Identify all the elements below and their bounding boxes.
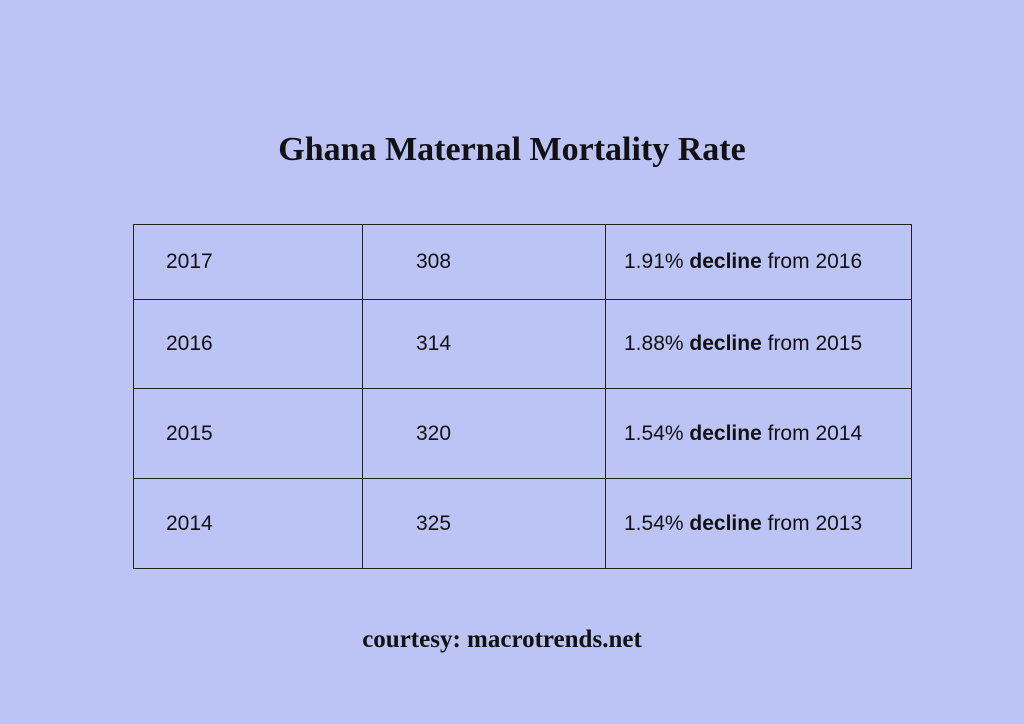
- year-cell: 2014: [133, 478, 363, 569]
- change-percent: 1.54%: [624, 511, 684, 535]
- change-cell: 1.54% decline from 2013: [605, 478, 912, 569]
- change-keyword: decline: [689, 511, 762, 535]
- rate-cell: 308: [362, 224, 606, 300]
- year-cell: 2017: [133, 224, 363, 300]
- mortality-table: 2017 308 1.91% decline from 2016 2016 31…: [133, 224, 912, 569]
- rate-cell: 314: [362, 299, 606, 389]
- table-row: 2017 308 1.91% decline from 2016: [133, 224, 912, 300]
- change-from: from 2015: [767, 332, 863, 355]
- change-cell: 1.54% decline from 2014: [605, 388, 912, 479]
- change-keyword: decline: [689, 421, 762, 445]
- change-percent: 1.88%: [624, 332, 684, 355]
- change-cell: 1.88% decline from 2015: [605, 299, 912, 389]
- change-cell: 1.91% decline from 2016: [605, 224, 912, 300]
- page-title: Ghana Maternal Mortality Rate: [278, 131, 746, 168]
- change-from: from 2013: [767, 511, 863, 535]
- change-percent: 1.54%: [624, 421, 684, 445]
- year-cell: 2016: [133, 299, 363, 389]
- year-cell: 2015: [133, 388, 363, 479]
- rate-cell: 325: [362, 478, 606, 569]
- change-from: from 2014: [767, 421, 863, 445]
- table-row: 2014 325 1.54% decline from 2013: [133, 478, 912, 569]
- table-row: 2016 314 1.88% decline from 2015: [133, 299, 912, 389]
- change-from: from 2016: [767, 250, 863, 273]
- courtesy-note: courtesy: macrotrends.net: [362, 626, 642, 653]
- rate-cell: 320: [362, 388, 606, 479]
- change-percent: 1.91%: [624, 250, 684, 273]
- change-keyword: decline: [689, 250, 762, 273]
- change-keyword: decline: [689, 332, 762, 355]
- table-row: 2015 320 1.54% decline from 2014: [133, 388, 912, 479]
